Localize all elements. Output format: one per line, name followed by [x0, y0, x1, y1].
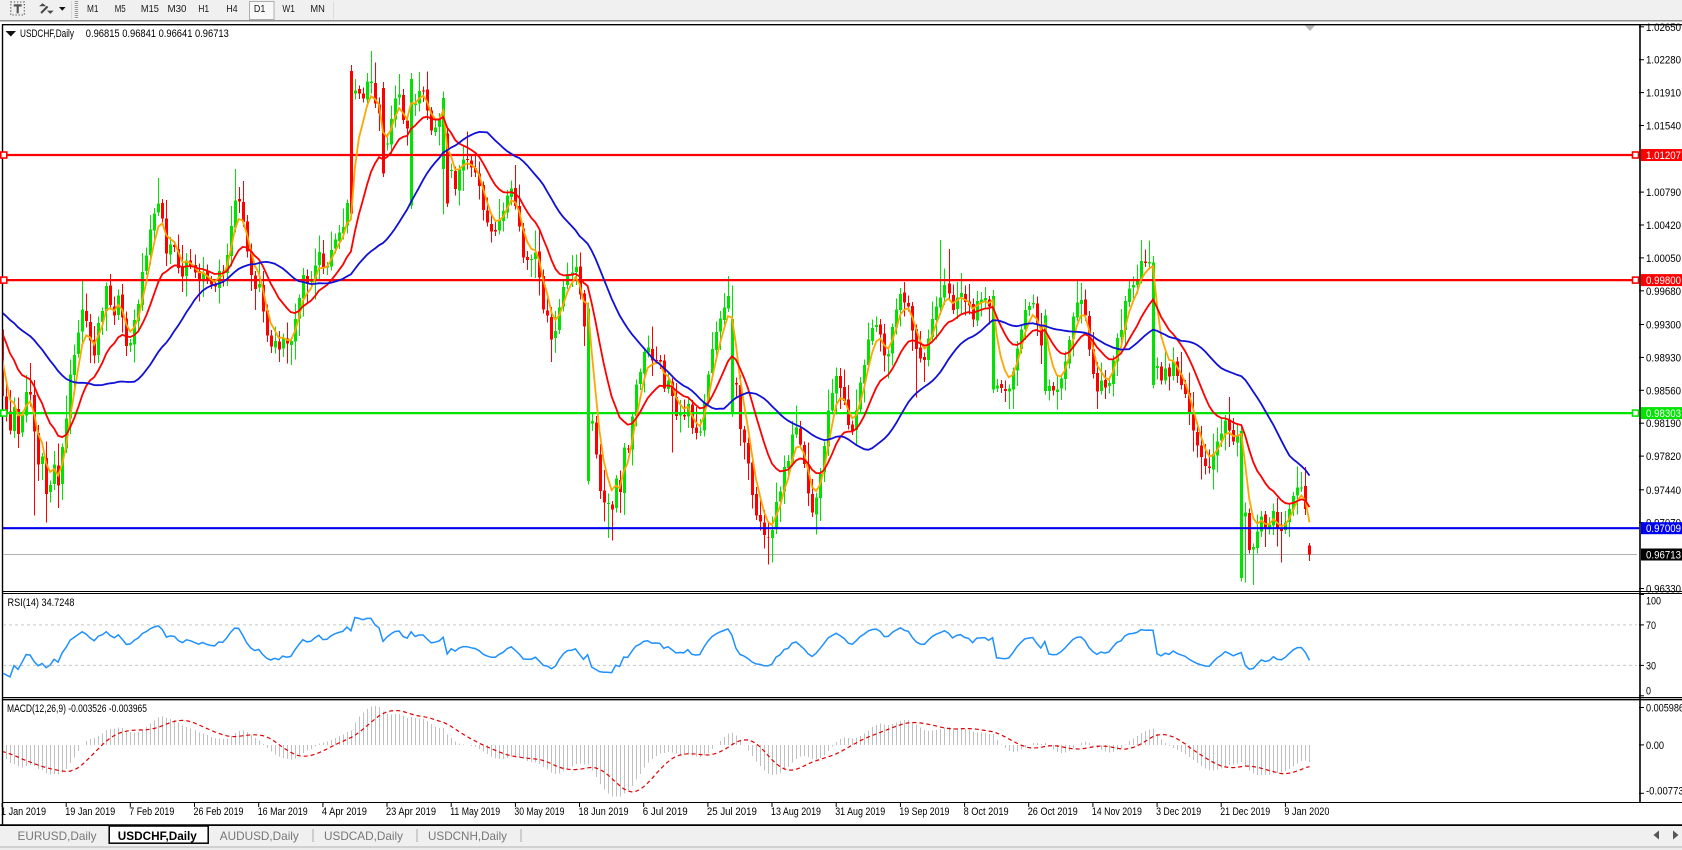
svg-text:0.98303: 0.98303 — [1646, 408, 1681, 420]
svg-text:9 Jan 2020: 9 Jan 2020 — [1284, 806, 1329, 818]
svg-text:EURUSD,Daily: EURUSD,Daily — [18, 829, 97, 843]
svg-text:1 Jan 2019: 1 Jan 2019 — [1, 806, 46, 818]
svg-text:1.02280: 1.02280 — [1646, 55, 1681, 67]
svg-text:26 Feb 2019: 26 Feb 2019 — [194, 806, 244, 818]
svg-text:W1: W1 — [282, 3, 295, 15]
svg-text:M30: M30 — [168, 3, 187, 15]
svg-text:0.98930: 0.98930 — [1646, 352, 1681, 364]
svg-text:14 Nov 2019: 14 Nov 2019 — [1092, 806, 1142, 818]
svg-text:0.98190: 0.98190 — [1646, 418, 1681, 430]
svg-text:0.98560: 0.98560 — [1646, 385, 1681, 397]
svg-text:6 Jul 2019: 6 Jul 2019 — [643, 806, 688, 818]
svg-text:M15: M15 — [141, 3, 159, 15]
svg-text:30: 30 — [1646, 660, 1656, 672]
svg-text:0.96330: 0.96330 — [1646, 584, 1681, 596]
svg-text:H1: H1 — [198, 3, 209, 15]
svg-text:13 Aug 2019: 13 Aug 2019 — [771, 806, 821, 818]
svg-text:30 May 2019: 30 May 2019 — [514, 806, 564, 818]
svg-text:0.97009: 0.97009 — [1646, 523, 1681, 535]
svg-text:0.96713: 0.96713 — [1646, 550, 1681, 562]
svg-text:-0.007737: -0.007737 — [1646, 786, 1682, 798]
svg-text:0.97820: 0.97820 — [1646, 451, 1681, 463]
svg-text:RSI(14) 34.7248: RSI(14) 34.7248 — [8, 597, 75, 609]
svg-text:1.01910: 1.01910 — [1646, 88, 1681, 100]
svg-text:11 May 2019: 11 May 2019 — [450, 806, 500, 818]
svg-text:1.00420: 1.00420 — [1646, 220, 1681, 232]
svg-text:1.01540: 1.01540 — [1646, 121, 1681, 133]
svg-text:AUDUSD,Daily: AUDUSD,Daily — [220, 829, 299, 843]
svg-text:8 Oct 2019: 8 Oct 2019 — [964, 806, 1009, 818]
svg-text:3 Dec 2019: 3 Dec 2019 — [1156, 806, 1201, 818]
svg-text:23 Apr 2019: 23 Apr 2019 — [386, 806, 436, 818]
svg-text:18 Jun 2019: 18 Jun 2019 — [579, 806, 629, 818]
svg-text:M5: M5 — [115, 3, 126, 15]
svg-text:0.97440: 0.97440 — [1646, 485, 1681, 497]
svg-text:USDCHF,Daily: USDCHF,Daily — [118, 829, 197, 843]
svg-text:MACD(12,26,9) -0.003526 -0.003: MACD(12,26,9) -0.003526 -0.003965 — [7, 703, 147, 715]
svg-text:D1: D1 — [254, 3, 266, 15]
svg-text:19 Sep 2019: 19 Sep 2019 — [899, 806, 949, 818]
svg-text:1.00790: 1.00790 — [1646, 187, 1681, 199]
svg-text:0.00: 0.00 — [1646, 740, 1664, 752]
svg-text:0.99680: 0.99680 — [1646, 286, 1681, 298]
svg-text:19 Jan 2019: 19 Jan 2019 — [65, 806, 115, 818]
svg-text:70: 70 — [1646, 620, 1656, 632]
svg-text:7 Feb 2019: 7 Feb 2019 — [129, 806, 174, 818]
svg-text:0: 0 — [1646, 686, 1651, 698]
svg-text:21 Dec 2019: 21 Dec 2019 — [1220, 806, 1270, 818]
svg-text:4 Apr 2019: 4 Apr 2019 — [322, 806, 367, 818]
svg-text:USDCHF,Daily: USDCHF,Daily — [20, 28, 74, 40]
svg-text:31 Aug 2019: 31 Aug 2019 — [835, 806, 885, 818]
svg-text:0.99300: 0.99300 — [1646, 320, 1681, 332]
svg-text:USDCAD,Daily: USDCAD,Daily — [324, 829, 403, 843]
svg-text:1.02650: 1.02650 — [1646, 22, 1681, 34]
svg-text:0.99800: 0.99800 — [1646, 275, 1681, 287]
svg-text:26 Oct 2019: 26 Oct 2019 — [1028, 806, 1078, 818]
svg-text:100: 100 — [1646, 595, 1661, 607]
svg-text:0.005986: 0.005986 — [1646, 703, 1682, 715]
svg-text:H4: H4 — [226, 3, 238, 15]
svg-text:1.00050: 1.00050 — [1646, 253, 1681, 265]
svg-text:MN: MN — [310, 3, 325, 15]
svg-text:16 Mar 2019: 16 Mar 2019 — [258, 806, 308, 818]
svg-text:25 Jul 2019: 25 Jul 2019 — [707, 806, 757, 818]
svg-text:USDCNH,Daily: USDCNH,Daily — [428, 829, 507, 843]
svg-text:0.96815 0.96841 0.96641 0.9671: 0.96815 0.96841 0.96641 0.96713 — [86, 28, 229, 40]
svg-text:1.01207: 1.01207 — [1646, 150, 1681, 162]
svg-text:M1: M1 — [87, 3, 99, 15]
